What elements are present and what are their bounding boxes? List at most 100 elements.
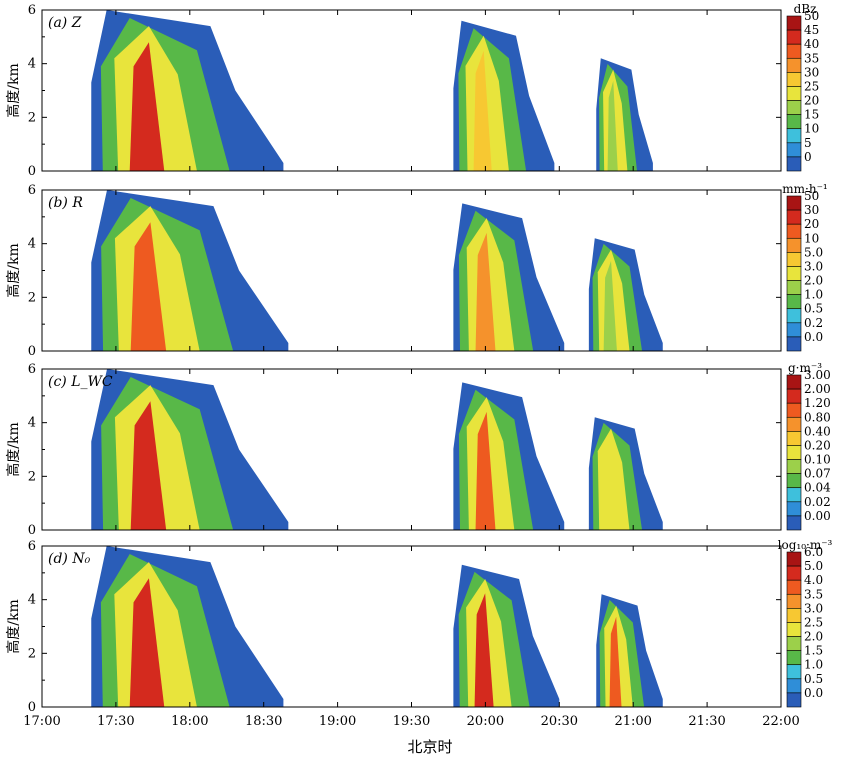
panel-label: (a) Z bbox=[48, 15, 82, 31]
colorbar-unit: dBz bbox=[794, 2, 817, 16]
colorbar-tick-label: 50 bbox=[804, 9, 819, 23]
colorbar-tick-label: 4.0 bbox=[804, 573, 823, 587]
x-axis-label: 北京时 bbox=[407, 738, 452, 756]
y-tick-label: 0 bbox=[28, 523, 36, 538]
echo-cell-2 bbox=[453, 203, 565, 351]
colorbar-segment bbox=[786, 237, 802, 253]
echo-layer-peak bbox=[130, 401, 167, 530]
colorbar-segment bbox=[786, 322, 802, 338]
colorbar-segment bbox=[786, 142, 802, 158]
panel-label: (d) N₀ bbox=[48, 551, 91, 567]
colorbar-tick-label: 20 bbox=[804, 94, 819, 108]
echo-cell-3 bbox=[588, 417, 663, 530]
colorbar-segment bbox=[786, 114, 802, 130]
y-tick-label: 4 bbox=[28, 57, 36, 72]
y-tick-label: 4 bbox=[28, 237, 36, 252]
x-tick-label: 19:30 bbox=[393, 714, 430, 729]
colorbar-segment bbox=[786, 402, 802, 418]
colorbar-segment bbox=[786, 692, 802, 708]
colorbar-segment bbox=[786, 650, 802, 666]
echo-cell-1 bbox=[91, 369, 289, 530]
y-tick-label: 6 bbox=[28, 3, 36, 18]
colorbar-tick-label: 40 bbox=[804, 37, 819, 51]
panel-4: 0 2 4 6 高度/km (d) N₀ 6.05.04.03.53.02.52.01.51… bbox=[5, 538, 833, 715]
colorbar-tick-label: 5.0 bbox=[804, 559, 823, 573]
colorbar-tick-label: 30 bbox=[804, 203, 819, 217]
y-axis-label: 高度/km bbox=[5, 63, 22, 117]
y-tick-label: 0 bbox=[28, 344, 36, 359]
colorbar-segment bbox=[786, 622, 802, 637]
echo-layer-peak bbox=[603, 439, 617, 530]
y-tick-label: 2 bbox=[28, 110, 36, 125]
colorbar-tick-label: 10 bbox=[804, 231, 819, 245]
panel-2: 0 2 4 6 高度/km (b) R 503020105.03.02.01.00.50.2… bbox=[5, 182, 828, 359]
colorbar-tick-label: 1.20 bbox=[804, 396, 831, 410]
panel-label: (c) L_WC bbox=[48, 374, 113, 390]
colorbar-tick-label: 1.0 bbox=[804, 658, 823, 672]
colorbar-segment bbox=[786, 209, 802, 225]
x-tick-label: 22:00 bbox=[762, 714, 799, 729]
echo-layer-peak bbox=[475, 232, 496, 351]
y-tick-label: 6 bbox=[28, 362, 36, 377]
colorbar-tick-label: 10 bbox=[804, 122, 819, 136]
echo-cell-1 bbox=[91, 546, 284, 707]
colorbar-segment bbox=[786, 308, 802, 324]
colorbar-segment bbox=[786, 15, 802, 31]
colorbar-tick-label: 0.00 bbox=[804, 509, 831, 523]
y-tick-label: 4 bbox=[28, 593, 36, 608]
colorbar-segment bbox=[786, 43, 802, 59]
colorbar-tick-label: 5 bbox=[804, 136, 812, 150]
echo-cell-1 bbox=[91, 190, 289, 351]
colorbar-tick-label: 45 bbox=[804, 23, 819, 37]
x-tick-label: 18:00 bbox=[171, 714, 208, 729]
colorbar-segment bbox=[786, 678, 802, 694]
echo-cell-1 bbox=[91, 10, 284, 172]
colorbar-segment bbox=[786, 579, 802, 595]
colorbar-segment bbox=[786, 636, 802, 651]
colorbar-tick-label: 0.0 bbox=[804, 686, 823, 700]
colorbar-tick-label: 1.0 bbox=[804, 288, 823, 302]
colorbar-tick-label: 0.0 bbox=[804, 330, 823, 344]
y-tick-label: 2 bbox=[28, 469, 36, 484]
colorbar-tick-label: 0.04 bbox=[804, 481, 831, 495]
echo-cell-3 bbox=[596, 58, 653, 172]
colorbar-tick-label: 6.0 bbox=[804, 545, 823, 559]
y-tick-label: 6 bbox=[28, 539, 36, 554]
colorbar-unit: mm·h⁻¹ bbox=[782, 182, 827, 196]
y-axis-label: 高度/km bbox=[5, 422, 22, 476]
echo-layer-peak bbox=[603, 260, 617, 351]
colorbar-segment bbox=[786, 195, 802, 211]
colorbar-tick-label: 35 bbox=[804, 51, 819, 65]
colorbar-tick-label: 2.5 bbox=[804, 615, 823, 629]
colorbar-segment bbox=[786, 551, 802, 567]
echo-cell-3 bbox=[596, 594, 663, 707]
colorbar-segment bbox=[786, 294, 802, 310]
colorbar-tick-label: 15 bbox=[804, 108, 819, 122]
colorbar-tick-label: 0.5 bbox=[804, 302, 823, 316]
colorbar-tick-label: 3.00 bbox=[804, 368, 831, 382]
x-tick-label: 21:30 bbox=[688, 714, 725, 729]
x-tick-label: 17:00 bbox=[23, 714, 60, 729]
x-tick-label: 19:00 bbox=[319, 714, 356, 729]
colorbar-segment bbox=[786, 252, 802, 267]
colorbar-tick-label: 0.80 bbox=[804, 410, 831, 424]
colorbar-segment bbox=[786, 473, 802, 489]
x-tick-label: 20:00 bbox=[467, 714, 504, 729]
echo-layer-peak bbox=[474, 593, 494, 707]
colorbar-tick-label: 5.0 bbox=[804, 245, 823, 259]
colorbar-tick-label: 0.02 bbox=[804, 495, 831, 509]
colorbar-tick-label: 0.40 bbox=[804, 424, 831, 438]
colorbar-segment bbox=[786, 128, 802, 144]
colorbar-tick-label: 50 bbox=[804, 189, 819, 203]
y-tick-label: 0 bbox=[28, 700, 36, 715]
colorbar-tick-label: 0 bbox=[804, 150, 812, 164]
colorbar-tick-label: 3.0 bbox=[804, 259, 823, 273]
echo-layer-peak bbox=[129, 578, 165, 707]
colorbar-segment bbox=[786, 445, 802, 460]
echo-cell-2 bbox=[453, 20, 555, 172]
echo-layer-peak bbox=[473, 50, 492, 171]
colorbar-segment bbox=[786, 664, 802, 680]
